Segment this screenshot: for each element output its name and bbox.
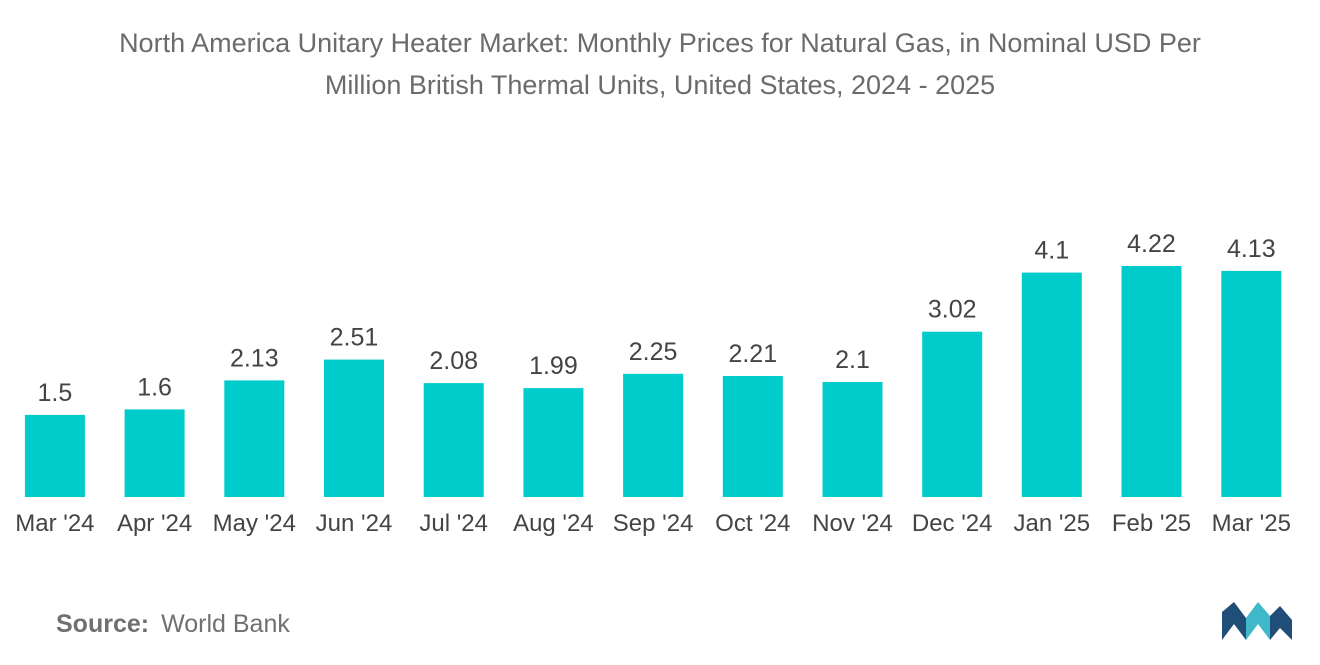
- value-labels-group: 1.5 1.6 2.13 2.51 2.08 1.99 2.25 2.21 2.1 3.02 4.1…: [38, 230, 1276, 407]
- value-label-2: 2.13: [230, 344, 279, 372]
- x-tick-label-2: May '24: [213, 510, 296, 537]
- x-tick-label-8: Nov '24: [812, 510, 893, 537]
- source-label: Source:: [56, 610, 150, 638]
- bar-5: [523, 388, 584, 497]
- value-label-11: 4.22: [1127, 230, 1176, 258]
- bar-9: [922, 331, 983, 497]
- x-axis-labels-group: Mar '24 Apr '24 May '24 Jun '24 Jul '24 Aug '…: [15, 510, 1291, 537]
- value-label-12: 4.13: [1227, 235, 1276, 263]
- value-label-4: 2.08: [429, 347, 478, 375]
- bars-group: [24, 266, 1282, 497]
- value-label-0: 1.5: [38, 379, 73, 407]
- bar-1: [124, 409, 185, 497]
- bar-8: [822, 382, 883, 497]
- bar-11: [1121, 266, 1182, 497]
- value-label-8: 2.1: [835, 346, 870, 374]
- bar-3: [324, 359, 384, 497]
- value-label-10: 4.1: [1034, 237, 1069, 265]
- chart-title-line-1: North America Unitary Heater Market: Mon…: [119, 28, 1201, 58]
- value-label-6: 2.25: [629, 338, 678, 366]
- x-tick-label-12: Mar '25: [1212, 510, 1291, 537]
- x-tick-label-5: Aug '24: [513, 510, 594, 537]
- x-tick-label-3: Jun '24: [316, 510, 393, 537]
- bar-10: [1021, 272, 1082, 497]
- value-label-3: 2.51: [330, 324, 379, 352]
- source-note: Source: World Bank: [56, 610, 290, 639]
- bar-6: [623, 373, 684, 497]
- bar-12: [1221, 270, 1282, 497]
- value-label-7: 2.21: [728, 340, 777, 368]
- x-tick-label-6: Sep '24: [613, 510, 694, 537]
- bar-7: [722, 376, 783, 497]
- value-label-5: 1.99: [529, 352, 578, 380]
- value-label-1: 1.6: [137, 373, 172, 401]
- x-tick-label-11: Feb '25: [1112, 510, 1191, 537]
- chart-title-line-2: Million British Thermal Units, United St…: [324, 70, 996, 100]
- x-tick-label-0: Mar '24: [15, 510, 94, 537]
- bar-4: [423, 383, 484, 497]
- x-tick-label-4: Jul '24: [419, 510, 488, 537]
- bar-0: [24, 414, 85, 497]
- brand-logo-icon: [1222, 602, 1292, 640]
- value-label-9: 3.02: [928, 296, 977, 324]
- chart-title: North America Unitary Heater Market: Mon…: [0, 22, 1320, 106]
- x-tick-label-7: Oct '24: [715, 510, 790, 537]
- bar-2: [224, 380, 285, 497]
- x-tick-label-9: Dec '24: [912, 510, 993, 537]
- x-tick-label-1: Apr '24: [117, 510, 192, 537]
- source-text: World Bank: [161, 610, 290, 638]
- x-tick-label-10: Jan '25: [1013, 510, 1090, 537]
